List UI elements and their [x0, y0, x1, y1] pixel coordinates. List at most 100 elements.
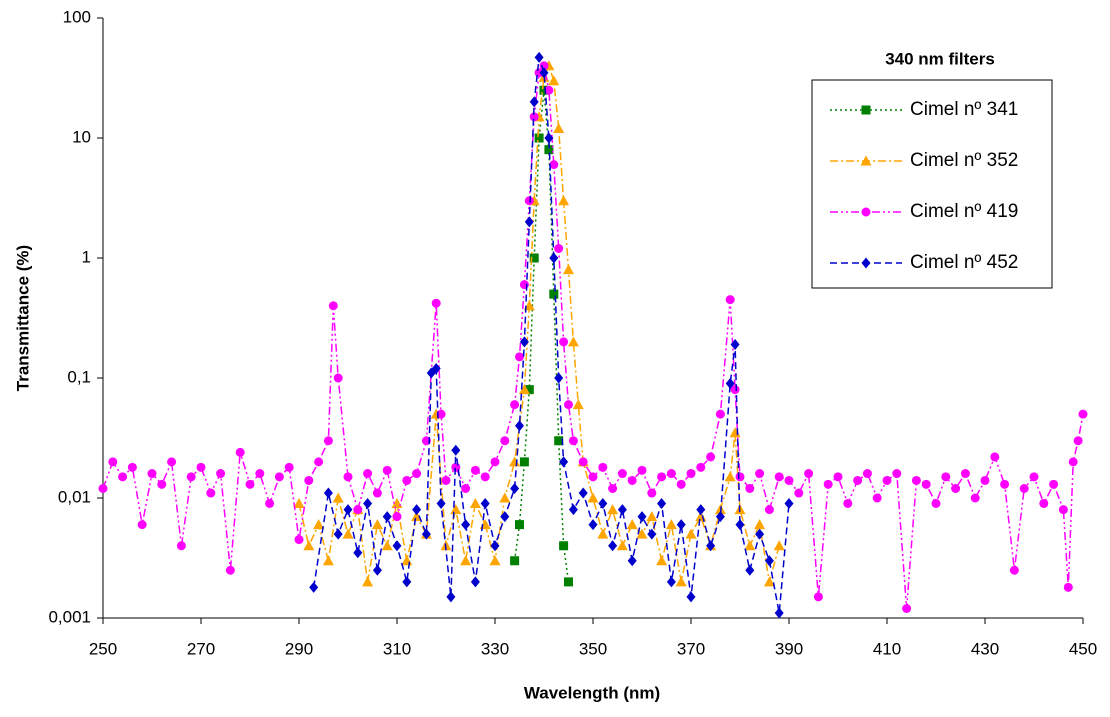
marker	[225, 565, 235, 575]
marker	[706, 540, 716, 552]
marker	[665, 519, 677, 530]
marker	[588, 519, 598, 531]
marker	[773, 540, 785, 551]
marker	[745, 564, 755, 576]
marker	[637, 511, 647, 523]
marker	[529, 112, 539, 122]
marker	[598, 497, 608, 509]
marker	[960, 469, 970, 479]
marker	[524, 385, 534, 395]
marker	[617, 504, 627, 516]
marker	[441, 475, 451, 485]
marker	[559, 456, 569, 468]
marker	[402, 576, 412, 588]
marker	[567, 336, 579, 347]
marker	[293, 497, 305, 508]
marker	[554, 436, 564, 446]
marker	[313, 519, 325, 530]
marker	[921, 479, 931, 489]
marker	[686, 591, 696, 603]
marker	[343, 472, 353, 482]
marker	[554, 243, 564, 253]
marker	[436, 497, 446, 509]
marker	[523, 300, 535, 311]
marker	[332, 492, 344, 503]
marker	[626, 519, 638, 530]
marker	[411, 511, 423, 522]
marker	[322, 555, 334, 566]
marker	[597, 528, 609, 539]
marker	[515, 520, 524, 530]
marker	[637, 465, 647, 475]
marker	[763, 576, 775, 587]
marker	[524, 196, 534, 206]
marker	[861, 257, 871, 269]
marker	[519, 336, 529, 348]
marker	[744, 540, 756, 551]
marker	[235, 447, 245, 457]
y-tick-label: 0,001	[48, 607, 91, 626]
x-tick-label: 390	[775, 639, 803, 658]
marker	[564, 400, 573, 410]
marker	[108, 457, 118, 467]
marker	[314, 457, 324, 467]
legend-title: 340 nm filters	[885, 49, 995, 68]
marker	[843, 498, 853, 508]
marker	[548, 75, 560, 86]
x-tick-label: 350	[579, 639, 607, 658]
marker	[627, 555, 637, 567]
marker	[515, 420, 524, 432]
marker	[568, 504, 578, 516]
marker	[745, 483, 755, 493]
marker	[1078, 409, 1088, 419]
marker	[764, 555, 774, 567]
marker	[402, 475, 412, 485]
marker	[911, 475, 921, 485]
marker	[284, 462, 294, 472]
marker	[686, 469, 696, 479]
marker	[534, 51, 544, 63]
marker	[544, 85, 554, 95]
marker	[371, 519, 383, 530]
marker	[764, 505, 774, 515]
marker	[382, 511, 392, 523]
marker	[461, 483, 471, 493]
marker	[833, 472, 843, 482]
marker	[941, 472, 951, 482]
marker	[725, 377, 735, 389]
marker	[460, 555, 472, 566]
marker	[754, 519, 766, 530]
marker	[412, 469, 422, 479]
marker	[392, 540, 402, 552]
legend-label: Cimel nº 341	[910, 99, 1018, 120]
legend-label: Cimel nº 419	[910, 201, 1018, 222]
marker	[353, 547, 363, 559]
marker	[431, 362, 441, 374]
marker	[951, 483, 961, 493]
y-tick-label: 1	[82, 247, 91, 266]
marker	[656, 555, 668, 566]
marker	[519, 280, 529, 290]
marker	[176, 541, 186, 551]
marker	[607, 504, 619, 515]
marker	[216, 469, 226, 479]
marker	[882, 475, 892, 485]
marker	[813, 592, 823, 602]
marker	[333, 373, 343, 383]
marker	[147, 469, 157, 479]
marker	[363, 469, 373, 479]
marker	[544, 132, 554, 144]
y-axis-label: Transmittance (%)	[13, 245, 32, 391]
marker	[431, 298, 441, 308]
marker	[518, 384, 530, 395]
marker	[559, 541, 569, 551]
marker	[436, 409, 446, 419]
y-tick-label: 10	[72, 127, 91, 146]
marker	[519, 457, 529, 467]
marker	[696, 462, 706, 472]
marker	[657, 472, 667, 482]
series-line	[298, 63, 780, 583]
marker	[755, 469, 765, 479]
marker	[902, 603, 912, 613]
marker	[391, 497, 403, 508]
